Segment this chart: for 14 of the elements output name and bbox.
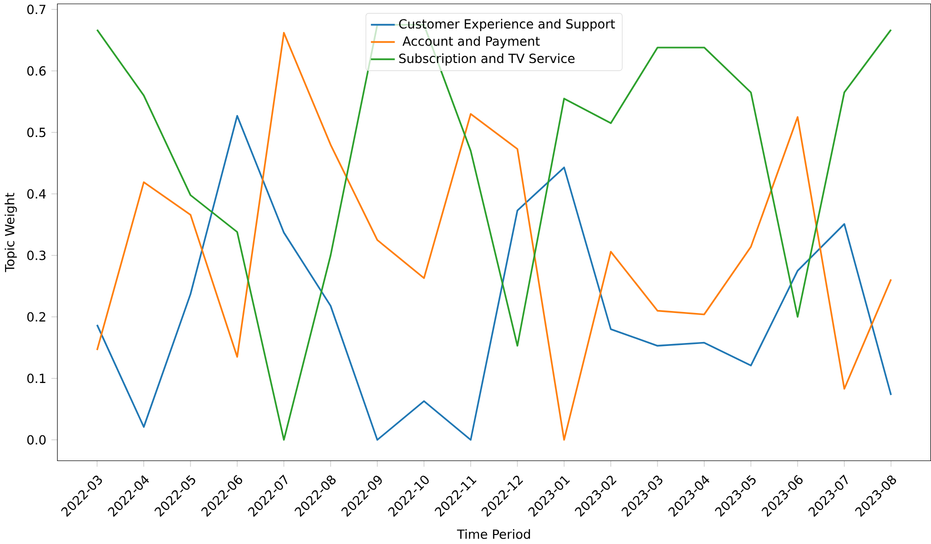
y-tick-label: 0.5 (27, 128, 46, 138)
x-axis-title: Time Period (456, 529, 530, 540)
line-series (96, 115, 892, 441)
y-tick-label: 0.4 (27, 189, 46, 199)
legend-label: Customer Experience and Support (399, 19, 615, 32)
y-tick-label: 0.7 (27, 4, 46, 14)
legend-label: Account and Payment (402, 36, 540, 49)
y-tick-label: 0.1 (27, 374, 46, 384)
y-axis-title: Topic Weight (4, 193, 17, 272)
y-tick-label: 0.3 (27, 250, 46, 260)
y-tick-label: 0.6 (27, 66, 46, 76)
legend-label: Subscription and TV Service (399, 54, 575, 66)
y-tick-label: 0.2 (27, 312, 46, 322)
y-tick-label: 0.0 (27, 435, 46, 445)
